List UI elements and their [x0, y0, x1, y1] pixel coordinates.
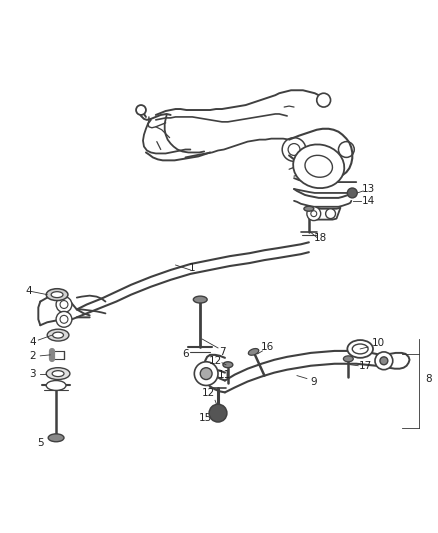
Text: 12: 12 — [201, 389, 215, 398]
Text: 3: 3 — [29, 369, 36, 378]
Ellipse shape — [47, 329, 69, 341]
Ellipse shape — [48, 434, 64, 442]
Ellipse shape — [304, 206, 314, 211]
Circle shape — [380, 357, 388, 365]
Ellipse shape — [193, 296, 207, 303]
Text: 14: 14 — [361, 196, 375, 206]
Circle shape — [60, 301, 68, 309]
Circle shape — [60, 316, 68, 324]
Circle shape — [339, 142, 354, 157]
Text: 5: 5 — [37, 438, 44, 448]
Text: 4: 4 — [25, 286, 32, 296]
Ellipse shape — [51, 292, 63, 297]
Text: 6: 6 — [182, 349, 189, 359]
Text: 9: 9 — [311, 376, 317, 386]
Circle shape — [56, 296, 72, 312]
Circle shape — [311, 211, 317, 216]
Text: 18: 18 — [314, 233, 327, 244]
Circle shape — [56, 311, 72, 327]
Circle shape — [307, 207, 321, 221]
Circle shape — [375, 352, 393, 370]
Circle shape — [200, 368, 212, 379]
Text: 15: 15 — [198, 413, 212, 423]
Text: 16: 16 — [261, 342, 274, 352]
Text: 17: 17 — [358, 361, 372, 371]
Text: 2: 2 — [29, 351, 36, 361]
Circle shape — [194, 362, 218, 385]
Ellipse shape — [223, 362, 233, 368]
Text: 10: 10 — [371, 338, 385, 348]
Circle shape — [317, 93, 331, 107]
Text: 13: 13 — [361, 184, 375, 194]
Ellipse shape — [46, 289, 68, 301]
Text: 7: 7 — [219, 347, 225, 357]
Ellipse shape — [352, 344, 368, 354]
Text: 8: 8 — [425, 374, 432, 384]
Ellipse shape — [46, 368, 70, 379]
Ellipse shape — [53, 332, 64, 338]
Ellipse shape — [293, 144, 344, 188]
Circle shape — [209, 404, 227, 422]
Circle shape — [347, 188, 357, 198]
Ellipse shape — [46, 381, 66, 390]
Ellipse shape — [347, 340, 373, 358]
Circle shape — [325, 209, 336, 219]
Circle shape — [282, 138, 306, 161]
Text: 1: 1 — [189, 263, 196, 273]
Ellipse shape — [248, 349, 259, 356]
Text: 12: 12 — [208, 356, 222, 366]
Text: 4: 4 — [29, 337, 36, 347]
Circle shape — [136, 105, 146, 115]
Circle shape — [288, 143, 300, 156]
Text: 11: 11 — [218, 369, 232, 379]
Ellipse shape — [52, 370, 64, 377]
Ellipse shape — [343, 356, 353, 362]
Ellipse shape — [305, 155, 332, 177]
